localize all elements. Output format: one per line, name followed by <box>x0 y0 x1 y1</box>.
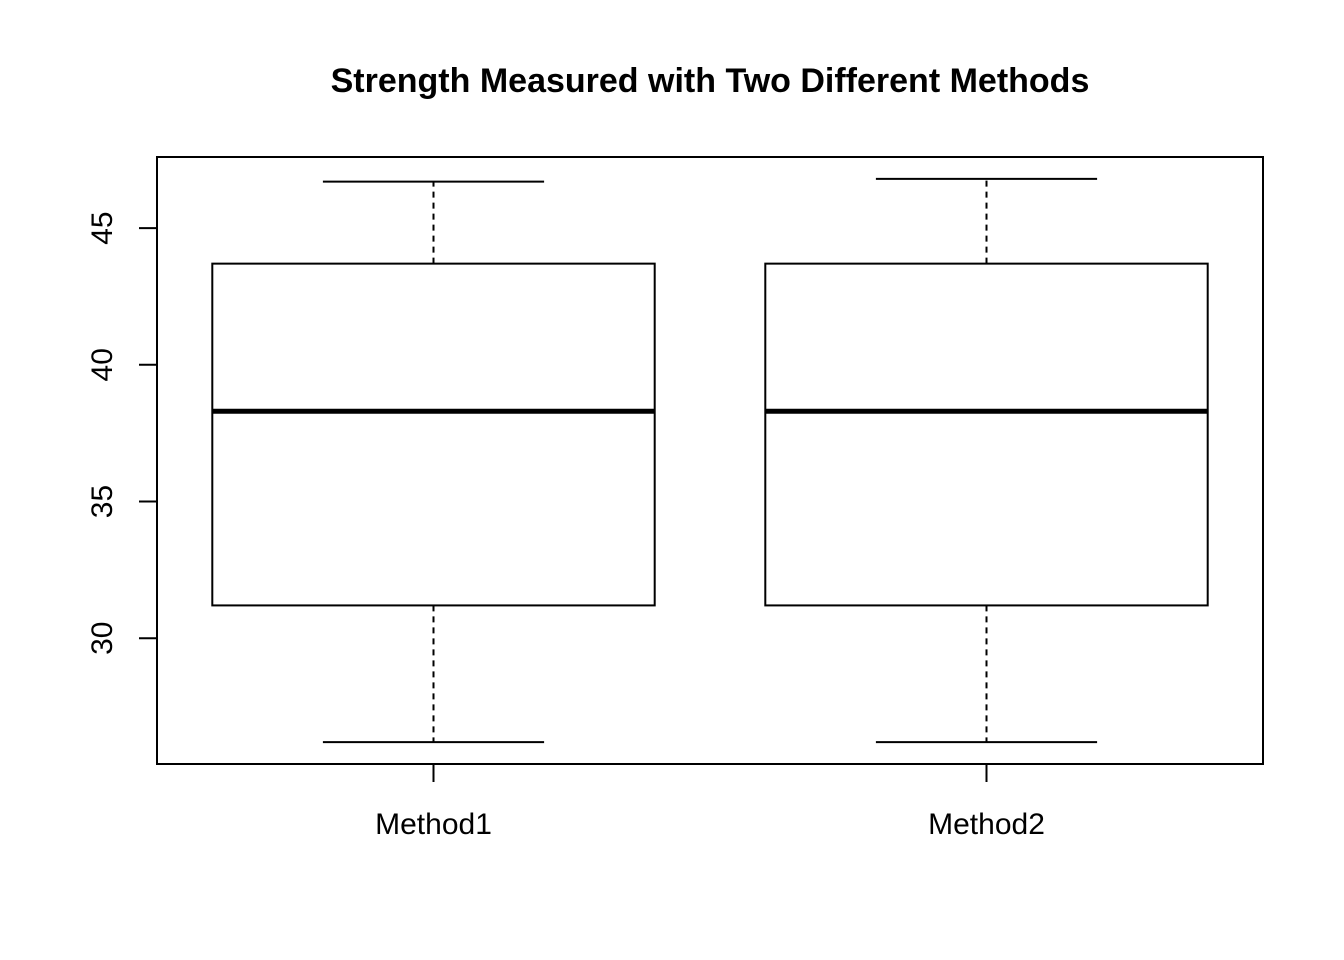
y-tick-label: 35 <box>86 485 119 518</box>
x-tick-label: Method1 <box>375 808 492 841</box>
plot-frame <box>156 156 1264 765</box>
x-tick-label: Method2 <box>928 808 1045 841</box>
plot-area: 30 35 40 45 Method1 Method2 <box>86 156 1264 841</box>
y-tick-label: 30 <box>86 622 119 655</box>
y-tick-label: 40 <box>86 348 119 381</box>
chart-title: Strength Measured with Two Different Met… <box>331 62 1090 100</box>
box-method2 <box>764 262 1209 607</box>
box-method1 <box>211 262 656 607</box>
y-tick-label: 45 <box>86 211 119 244</box>
